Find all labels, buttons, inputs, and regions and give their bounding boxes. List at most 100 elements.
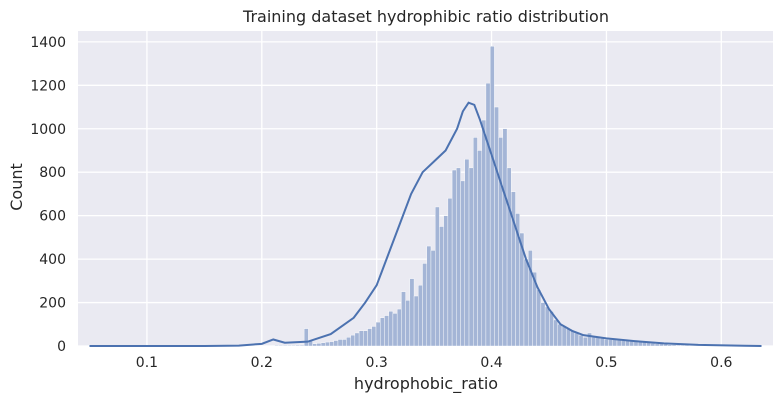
histogram-bar <box>485 82 491 347</box>
histogram-bar <box>354 332 360 347</box>
histogram-bar <box>299 344 305 347</box>
x-tick-label: 0.4 <box>480 355 502 371</box>
histogram-bar <box>599 338 605 347</box>
y-axis-label: Count <box>7 163 26 211</box>
histogram-bar <box>367 328 372 347</box>
histogram-bar <box>303 328 309 347</box>
histogram-bar <box>591 337 597 347</box>
histogram-bar <box>325 341 330 347</box>
x-tick-label: 0.5 <box>595 355 617 371</box>
histogram-bar <box>654 343 660 347</box>
x-tick-label: 0.6 <box>710 355 732 371</box>
histogram-bar <box>291 345 296 347</box>
histogram-bar <box>468 167 474 347</box>
histogram-bar <box>582 337 588 347</box>
histogram-bar <box>566 328 571 347</box>
histogram-bar <box>278 345 284 347</box>
histogram-bar <box>396 308 402 347</box>
histogram-bar <box>358 330 364 347</box>
histogram-bar <box>375 321 381 347</box>
tick-labels: 0.1 0.2 0.3 0.4 0.5 0.6 0 200 400 600 800 1000 1200 1… <box>30 35 732 371</box>
histogram-bar <box>363 330 368 347</box>
histogram-bar <box>604 339 609 347</box>
histogram-bar <box>447 198 453 347</box>
histogram-bar <box>540 302 546 347</box>
histogram-bar <box>523 258 529 347</box>
histogram-bar <box>561 326 567 347</box>
histogram-bar <box>680 345 685 347</box>
histogram-bar <box>282 345 288 347</box>
histogram-bar <box>316 343 322 347</box>
histogram-bar <box>405 300 411 347</box>
histogram-bar <box>422 263 427 347</box>
y-tick-label: 1400 <box>30 35 66 51</box>
histogram-bar <box>595 337 601 347</box>
x-axis-label: hydrophobic_ratio <box>354 374 498 394</box>
histogram-bar <box>443 215 449 347</box>
histogram-bar <box>489 46 495 347</box>
histogram-bar <box>473 137 478 347</box>
histogram-bar <box>506 167 512 347</box>
histogram-bar <box>329 341 334 347</box>
histogram-bar <box>388 311 394 347</box>
histogram-bar <box>481 119 487 347</box>
histogram-bar <box>616 339 622 347</box>
histogram-bar <box>341 339 347 347</box>
histogram-bar <box>557 324 563 347</box>
histogram-bar <box>380 317 385 347</box>
histogram-bar <box>494 106 499 347</box>
histogram-bar <box>498 137 504 347</box>
y-tick-label: 400 <box>39 252 66 268</box>
histogram-bar <box>608 339 613 347</box>
chart-title: Training dataset hydrophibic ratio distr… <box>242 7 609 26</box>
histogram-bar <box>671 344 677 347</box>
histogram-bar <box>337 339 343 347</box>
histogram-bar <box>464 158 470 347</box>
x-tick-label: 0.3 <box>366 355 388 371</box>
histogram-bar <box>295 344 301 347</box>
histogram-bar <box>384 315 389 347</box>
y-tick-label: 600 <box>39 209 66 225</box>
histogram-bar <box>536 289 542 347</box>
histogram-bar <box>418 284 423 347</box>
y-tick-label: 800 <box>39 165 66 181</box>
histogram-bar <box>456 167 461 347</box>
histogram-bar <box>553 319 558 347</box>
histogram-bar <box>578 334 584 347</box>
histogram-bar <box>460 180 465 347</box>
histogram-bar <box>350 334 356 347</box>
histogram-bar <box>612 339 618 347</box>
histogram-bar <box>426 245 432 347</box>
histogram-bar <box>667 344 673 347</box>
histogram-bars <box>84 46 761 347</box>
histogram-bar <box>549 311 554 347</box>
histogram-bar <box>502 128 508 347</box>
histogram-bar <box>274 345 279 347</box>
histogram-bar <box>650 343 656 347</box>
y-tick-label: 200 <box>39 296 66 312</box>
x-tick-label: 0.2 <box>251 355 273 371</box>
histogram-bar <box>434 206 440 347</box>
histogram-bar <box>413 295 419 347</box>
histogram-bar <box>312 343 318 347</box>
histogram-bar <box>477 150 482 347</box>
histogram-bar <box>333 340 339 347</box>
histogram-bar <box>544 306 550 347</box>
histogram-bar <box>430 250 436 347</box>
histogram-bar <box>675 344 681 347</box>
histogram-bar <box>346 337 351 347</box>
histogram-bar <box>371 326 377 347</box>
histogram-bar <box>409 278 415 347</box>
histogram-bar <box>287 345 292 347</box>
histogram-bar <box>621 340 626 347</box>
histogram-bar <box>574 332 580 347</box>
x-tick-label: 0.1 <box>136 355 158 371</box>
histogram-bar <box>392 313 398 347</box>
histogram-bar <box>320 342 326 347</box>
histogram-bar <box>451 169 457 347</box>
y-tick-label: 1000 <box>30 122 66 138</box>
histogram-bar <box>401 291 406 347</box>
histogram-bar <box>570 330 575 347</box>
y-tick-label: 1200 <box>30 78 66 94</box>
